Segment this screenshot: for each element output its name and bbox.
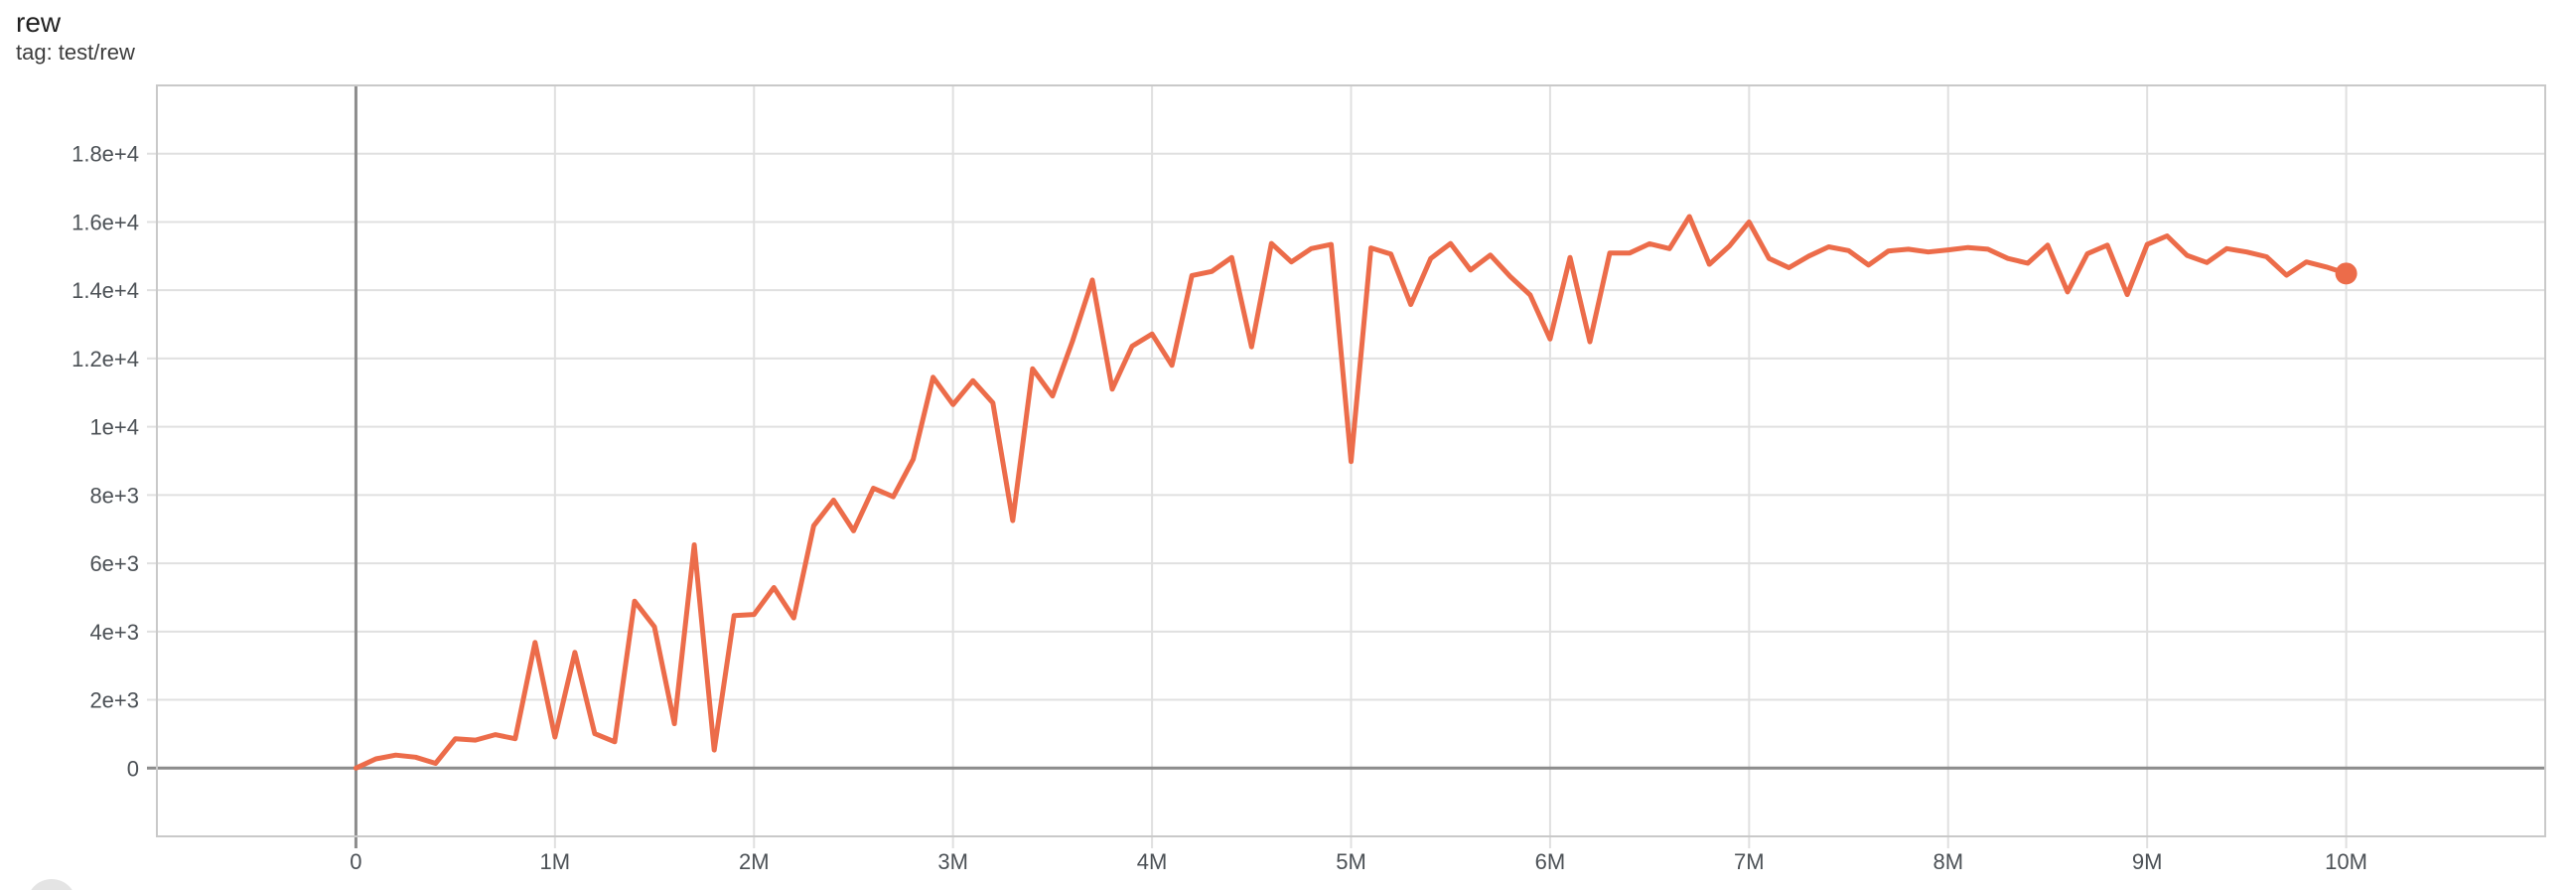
x-tick-label: 6M xyxy=(1535,849,1566,874)
reward-series-line[interactable] xyxy=(353,214,2350,771)
y-tick-label: 1.4e+4 xyxy=(72,278,139,303)
y-tick-label: 6e+3 xyxy=(89,551,139,576)
chart-title: rew xyxy=(16,7,62,38)
y-tick-label: 4e+3 xyxy=(89,620,139,645)
plot-border xyxy=(156,84,2546,837)
y-tick-label: 1e+4 xyxy=(89,415,139,440)
x-tick-label: 9M xyxy=(2132,849,2163,874)
final-point-marker[interactable] xyxy=(2335,262,2358,285)
x-tick-label: 5M xyxy=(1336,849,1366,874)
x-tick-label: 2M xyxy=(739,849,770,874)
chart-header: rew tag: test/rew xyxy=(16,6,135,66)
y-tick-label: 1.2e+4 xyxy=(72,347,139,371)
bottom-left-circle xyxy=(27,879,76,890)
x-tick-label: 7M xyxy=(1734,849,1765,874)
y-tick-label: 0 xyxy=(127,756,139,781)
y-tick-label: 8e+3 xyxy=(89,483,139,508)
x-tick-label: 3M xyxy=(937,849,968,874)
x-tick-label: 0 xyxy=(350,849,361,874)
x-tick-label: 4M xyxy=(1137,849,1168,874)
y-tick-label: 2e+3 xyxy=(89,688,139,713)
x-tick-label: 10M xyxy=(2325,849,2367,874)
x-tick-label: 1M xyxy=(540,849,571,874)
y-tick-label: 1.8e+4 xyxy=(72,142,139,167)
chart-tag-subtitle: tag: test/rew xyxy=(16,40,135,65)
x-tick-label: 8M xyxy=(1932,849,1963,874)
y-tick-label: 1.6e+4 xyxy=(72,210,139,234)
